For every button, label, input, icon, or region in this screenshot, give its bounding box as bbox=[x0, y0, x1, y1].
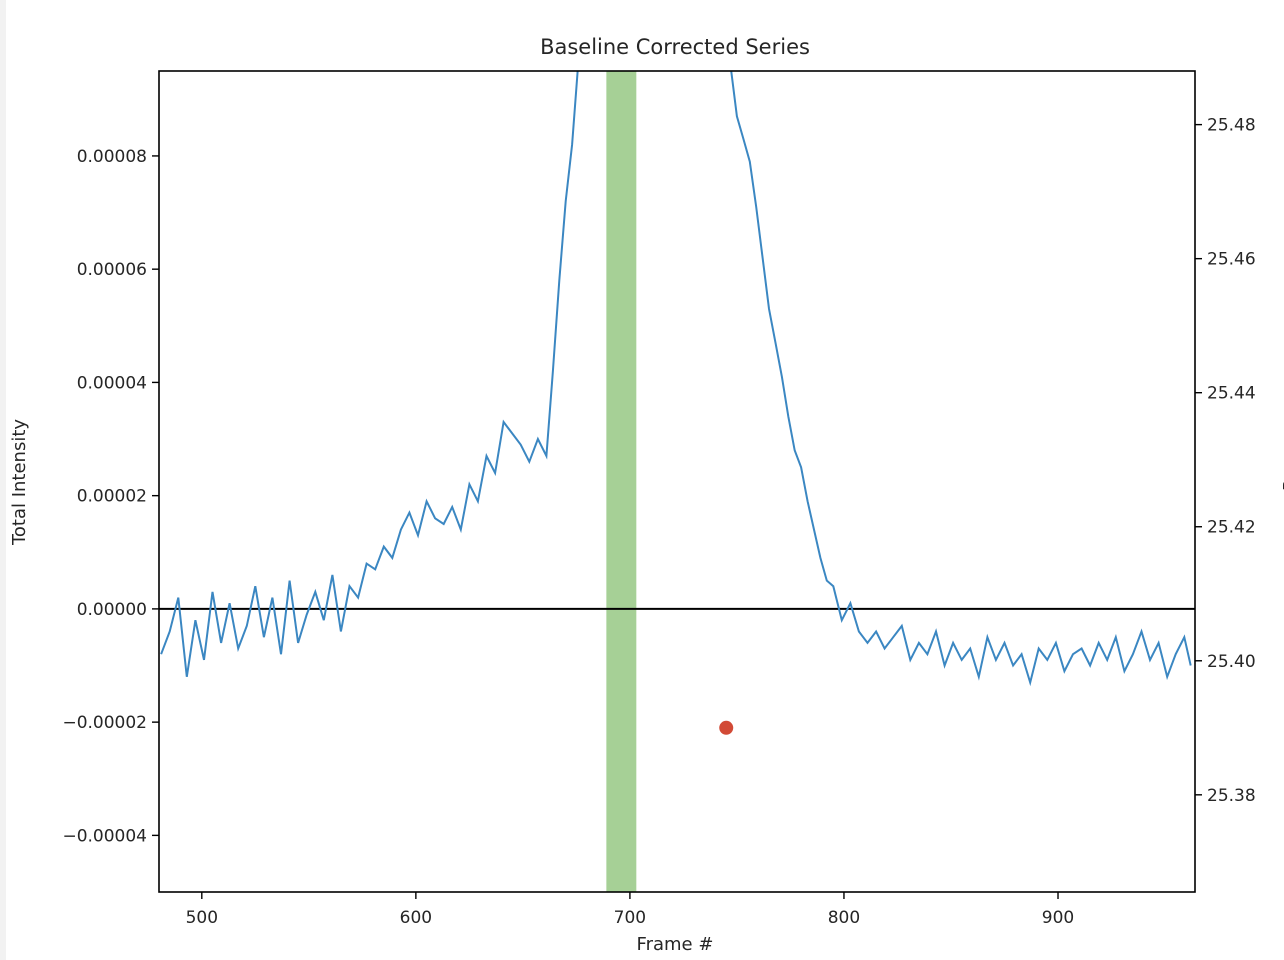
y2-tick-label: 25.38 bbox=[1207, 786, 1256, 806]
marker-point bbox=[719, 720, 734, 735]
y2-axis-ticks: 25.48 25.46 25.44 25.42 25.40 25.38 bbox=[1195, 116, 1256, 806]
y-tick-label: 0.00008 bbox=[77, 147, 147, 167]
y-tick-label: 0.00006 bbox=[77, 260, 147, 280]
y-axis-label: Total Intensity bbox=[9, 419, 30, 546]
figure-canvas: Baseline Corrected Series 0.00008 0.00006… bbox=[6, 0, 1284, 960]
y-tick-label: 0.00002 bbox=[77, 487, 147, 507]
y-tick-label: −0.00002 bbox=[62, 713, 147, 733]
y2-tick-label: 25.42 bbox=[1207, 518, 1256, 538]
y-tick-label: 0.00000 bbox=[77, 600, 147, 620]
line-chart: Baseline Corrected Series 0.00008 0.00006… bbox=[9, 35, 1284, 955]
x-axis-label: Frame # bbox=[637, 934, 714, 955]
plot-frame bbox=[158, 70, 1196, 893]
x-tick-label: 700 bbox=[614, 908, 646, 928]
x-tick-label: 900 bbox=[1042, 908, 1074, 928]
y-tick-label: −0.00004 bbox=[62, 826, 147, 846]
y2-tick-label: 25.48 bbox=[1207, 116, 1256, 136]
y2-tick-label: 25.40 bbox=[1207, 652, 1256, 672]
series-line-1 bbox=[160, 71, 1192, 687]
y2-tick-label: 25.46 bbox=[1207, 250, 1256, 270]
x-tick-label: 500 bbox=[186, 908, 218, 928]
x-tick-label: 800 bbox=[828, 908, 860, 928]
highlight-span bbox=[606, 71, 637, 892]
plot-area bbox=[158, 70, 1196, 893]
chart-title: Baseline Corrected Series bbox=[540, 35, 810, 59]
x-tick-label: 600 bbox=[400, 908, 432, 928]
y-tick-label: 0.00004 bbox=[77, 373, 147, 393]
x-axis-ticks: 500 600 700 800 900 bbox=[186, 892, 1074, 928]
y2-tick-label: 25.44 bbox=[1207, 384, 1256, 404]
y2-axis-label: Pr bbox=[1280, 472, 1284, 491]
y-axis-ticks: 0.00008 0.00006 0.00004 0.00002 0.00000 −0.00… bbox=[62, 147, 159, 846]
